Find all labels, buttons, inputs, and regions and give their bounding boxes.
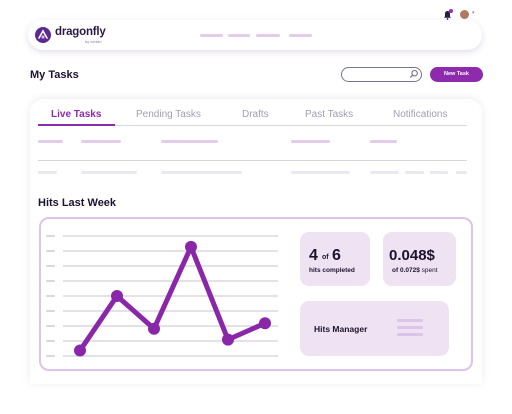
nav-item-placeholder[interactable] — [289, 34, 312, 37]
cell-placeholder — [370, 171, 399, 174]
tab-live-tasks[interactable]: Live Tasks — [51, 109, 102, 120]
dragonfly-logo-icon[interactable] — [35, 27, 51, 43]
active-tab-indicator — [38, 124, 115, 126]
column-header-placeholder — [38, 140, 63, 143]
data-point[interactable] — [222, 333, 234, 346]
column-header-placeholder — [81, 140, 121, 143]
page-title: My Tasks — [30, 69, 79, 81]
tab-drafts[interactable]: Drafts — [242, 109, 269, 120]
nav-item-placeholder[interactable] — [200, 34, 223, 37]
data-point[interactable] — [74, 344, 86, 357]
spent-value: 0.048$ — [389, 247, 435, 264]
data-point[interactable] — [185, 240, 197, 253]
hits-completed-card: 4 of 6 hits completed — [300, 232, 370, 286]
tab-pending-tasks[interactable]: Pending Tasks — [136, 109, 201, 120]
cell-placeholder — [430, 171, 448, 174]
chevron-down-icon[interactable]: ▾ — [472, 10, 475, 16]
cell-placeholder — [405, 171, 424, 174]
column-header-placeholder — [291, 140, 330, 143]
menu-lines-icon — [397, 319, 423, 322]
hits-completed-value: 4 — [309, 247, 318, 264]
hits-manager-label: Hits Manager — [314, 324, 368, 334]
search-icon[interactable] — [409, 69, 419, 79]
cell-placeholder — [38, 171, 57, 174]
nav-item-placeholder[interactable] — [228, 34, 250, 37]
nav-item-placeholder[interactable] — [256, 34, 280, 37]
cell-placeholder — [456, 171, 467, 174]
section-title: Hits Last Week — [38, 197, 117, 209]
spent-label: spent — [421, 267, 438, 274]
avatar[interactable] — [460, 10, 469, 19]
cell-placeholder — [81, 171, 137, 174]
menu-lines-icon — [397, 326, 423, 329]
data-point[interactable] — [111, 290, 123, 302]
of-label: of — [322, 254, 329, 261]
tab-notifications[interactable]: Notifications — [393, 109, 448, 120]
series-line — [77, 244, 268, 354]
cell-placeholder — [161, 171, 242, 174]
of-label: of — [392, 267, 399, 274]
new-task-button[interactable]: New Task — [430, 67, 483, 82]
hits-manager-card[interactable]: Hits Manager — [300, 301, 449, 356]
hits-completed-caption: hits completed — [309, 267, 355, 274]
column-header-placeholder — [161, 140, 218, 143]
budget-spent-card: 0.048$ of 0.072$ spent — [383, 232, 456, 286]
budget-value: 0.072$ — [399, 267, 420, 274]
hits-total-value: 6 — [332, 247, 341, 264]
notification-badge — [449, 9, 453, 13]
brand-name: dragonfly — [55, 26, 106, 38]
data-point[interactable] — [259, 317, 271, 330]
app-header: dragonfly by certdo — [28, 20, 482, 50]
hits-line-chart — [46, 235, 278, 357]
data-point[interactable] — [148, 322, 160, 335]
tab-divider — [115, 125, 467, 126]
column-header-placeholder — [370, 140, 397, 143]
tab-past-tasks[interactable]: Past Tasks — [305, 109, 354, 120]
spent-caption: of 0.072$ spent — [392, 267, 438, 274]
search-input[interactable] — [341, 67, 422, 82]
cell-placeholder — [291, 171, 350, 174]
menu-lines-icon — [397, 333, 423, 336]
brand-tagline: by certdo — [85, 39, 102, 44]
row-divider — [38, 160, 467, 161]
